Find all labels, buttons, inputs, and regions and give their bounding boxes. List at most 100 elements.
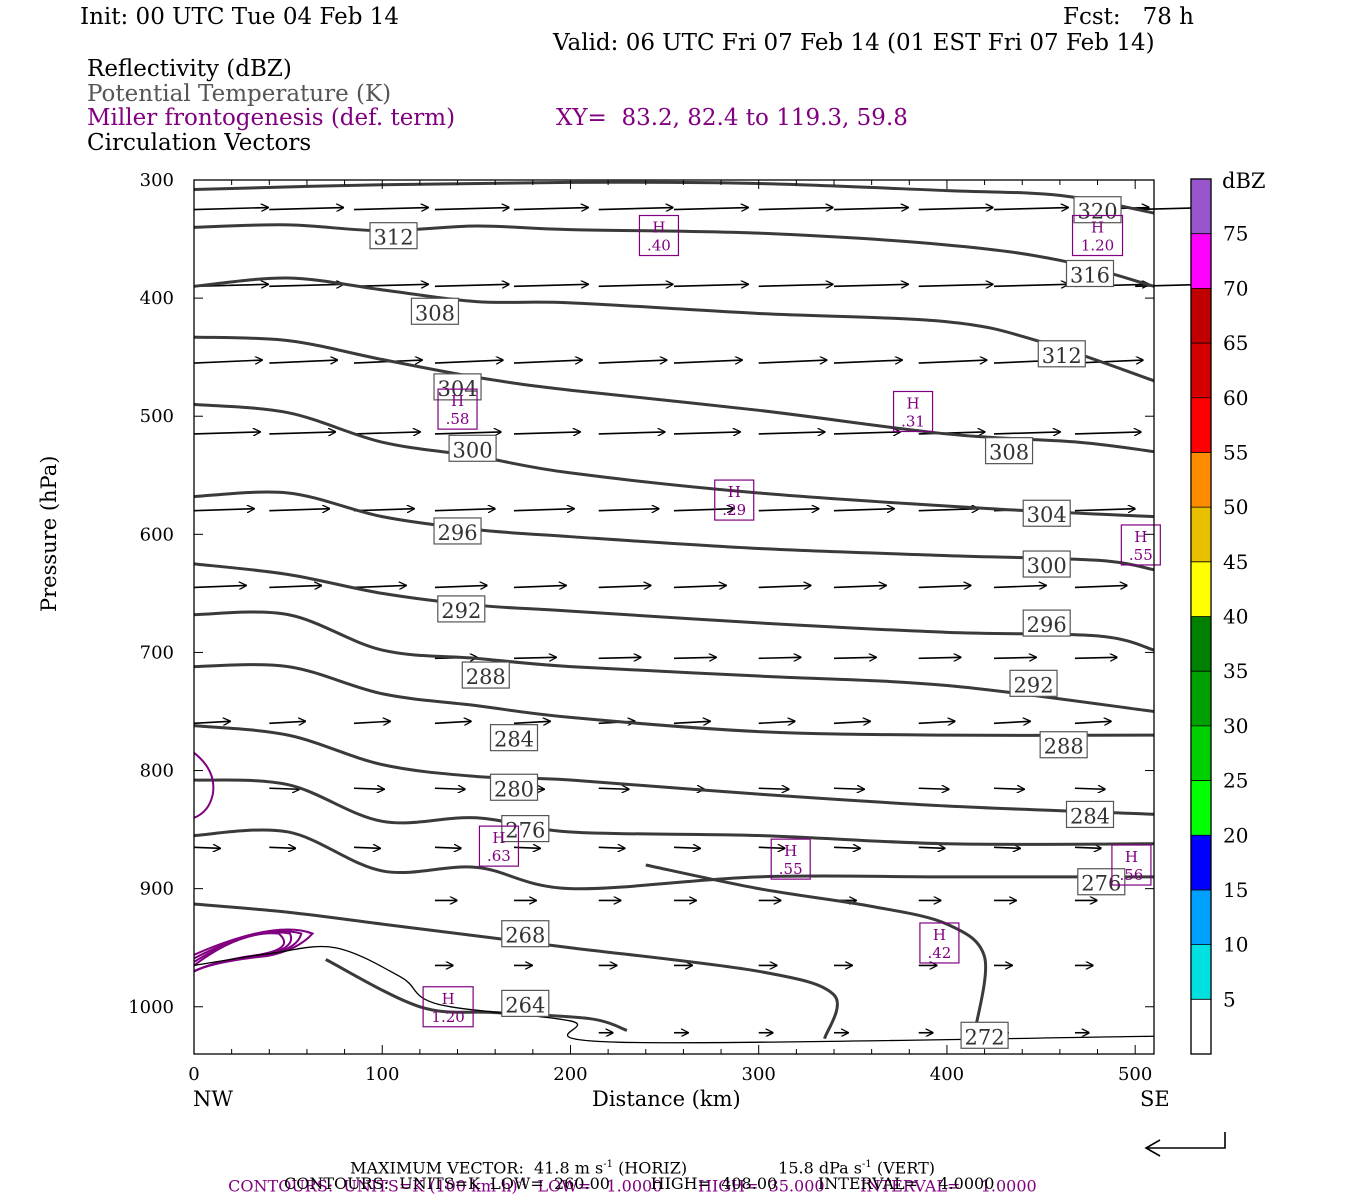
x-tick-label: 100	[365, 1064, 399, 1085]
vector-arrow	[269, 208, 343, 210]
max-vector-vert: 15.8 dPa s-1 (VERT)	[778, 1158, 936, 1178]
max-vector-horiz: MAXIMUM VECTOR: 41.8 m s-1 (HORIZ)	[350, 1158, 688, 1178]
vector-arrow	[918, 721, 955, 723]
colorbar-label: 50	[1223, 495, 1248, 519]
vector-arrow	[918, 847, 945, 848]
isotherm-label-box	[501, 989, 550, 1017]
vector-arrow	[598, 788, 629, 789]
isotherm-label-box	[433, 373, 482, 401]
isotherm-label: 308	[989, 441, 1029, 465]
vector-arrow	[993, 847, 1020, 848]
colorbar-swatch	[1191, 889, 1211, 945]
isotherm-label: 288	[1044, 735, 1084, 759]
y-tick-label: 700	[140, 642, 174, 663]
isotherm-292	[193, 610, 1155, 713]
vector-arrow	[193, 585, 246, 587]
vector-arrow	[434, 788, 465, 789]
colorbar-label: 5	[1223, 987, 1236, 1011]
fronto-max-label: H	[784, 842, 797, 860]
field-frontogenesis: Miller frontogenesis (def. term)	[87, 105, 456, 131]
fronto-max-label: H	[907, 394, 920, 412]
vector-arrow	[833, 788, 864, 789]
isotherm-label: 316	[1070, 263, 1110, 287]
colorbar-label: 75	[1223, 222, 1248, 246]
vector-arrow	[993, 788, 1024, 789]
fronto-contour-info: CONTOURS: UNITS=K (100 km h)-1 LOW= 1.00…	[228, 1176, 1037, 1196]
isotherm-272	[645, 863, 988, 1031]
isotherm-label-box	[501, 920, 550, 948]
vector-arrow	[269, 360, 337, 363]
fronto-max-box	[437, 388, 478, 430]
fronto-max-box	[422, 986, 474, 1028]
vector-arrow	[833, 360, 902, 363]
isotherm-label: 312	[1042, 344, 1082, 368]
vector-arrow	[1074, 788, 1105, 789]
x-axis-title: Distance (km)	[592, 1087, 741, 1111]
fronto-max-value: .56	[1119, 866, 1143, 884]
y-tick-label: 500	[140, 406, 174, 427]
field-reflectivity: Reflectivity (dBZ)	[87, 56, 292, 82]
vector-arrow	[598, 585, 651, 587]
forecast-hour: Fcst: 78 h	[1063, 4, 1194, 30]
colorbar-label: 35	[1223, 659, 1248, 683]
fronto-contour	[193, 752, 215, 819]
vector-arrow	[918, 284, 993, 286]
colorbar-swatch	[1191, 233, 1211, 289]
isotherm-308	[193, 335, 1155, 454]
vector-arrow	[193, 509, 254, 511]
vector-arrow	[833, 585, 886, 587]
vector-arrow	[193, 360, 262, 363]
isotherm-304	[193, 402, 1155, 519]
isotherm-316	[193, 223, 1155, 288]
x-tick-label: 500	[1118, 1064, 1152, 1085]
isotherm-label-box	[437, 595, 486, 623]
vector-arrow	[673, 432, 740, 434]
vector-arrow	[918, 509, 979, 511]
vector-arrow	[758, 432, 825, 434]
isotherm-label-box	[1077, 868, 1126, 896]
vector-arrow	[193, 432, 260, 434]
vector-arrow	[833, 432, 900, 434]
isotherm-label-box	[489, 724, 539, 752]
colorbar-swatch	[1191, 671, 1211, 726]
isotherm-276	[193, 828, 1154, 891]
isotherm-label-box	[501, 814, 550, 843]
vector-arrow	[673, 847, 700, 848]
vector-arrow	[434, 432, 501, 434]
vector-arrow	[353, 208, 428, 210]
vector-arrow	[758, 360, 827, 363]
vector-arrow	[193, 208, 268, 210]
colorbar-swatch	[1191, 725, 1211, 781]
isotherm-label: 284	[494, 728, 534, 752]
vector-arrow	[918, 585, 971, 587]
theta-isotherms	[193, 180, 1155, 1040]
isotherm-label: 272	[965, 1025, 1005, 1049]
fronto-max-value: .29	[722, 501, 746, 519]
vector-arrow	[673, 657, 716, 658]
vector-arrow	[434, 509, 495, 511]
isotherm-label-box	[960, 1021, 1009, 1049]
fronto-max-value: .63	[487, 847, 511, 865]
vector-arrow	[918, 657, 961, 658]
vector-arrow	[833, 208, 908, 210]
vector-arrow	[193, 847, 220, 848]
fronto-max-label: H	[451, 392, 464, 410]
vector-arrow	[269, 721, 305, 723]
vector-arrow	[513, 509, 574, 511]
fronto-max-label: H	[652, 219, 665, 237]
y-tick-label: 400	[140, 288, 174, 309]
valid-time: Valid: 06 UTC Fri 07 Feb 14 (01 EST Fri …	[553, 30, 1155, 56]
vector-arrow	[353, 721, 390, 723]
vector-arrow	[833, 509, 894, 511]
colorbar-label: 65	[1223, 331, 1248, 355]
colorbar-swatch	[1191, 780, 1211, 836]
fronto-max-label: H	[728, 483, 741, 501]
vector-arrow	[1074, 847, 1101, 848]
x-tick-label: 0	[188, 1064, 199, 1085]
colorbar-swatch	[1191, 343, 1211, 398]
fronto-max-box	[478, 825, 520, 867]
x-right-end-label: SE	[1140, 1087, 1170, 1111]
vector-arrow	[758, 585, 811, 587]
vector-arrow	[434, 847, 461, 848]
